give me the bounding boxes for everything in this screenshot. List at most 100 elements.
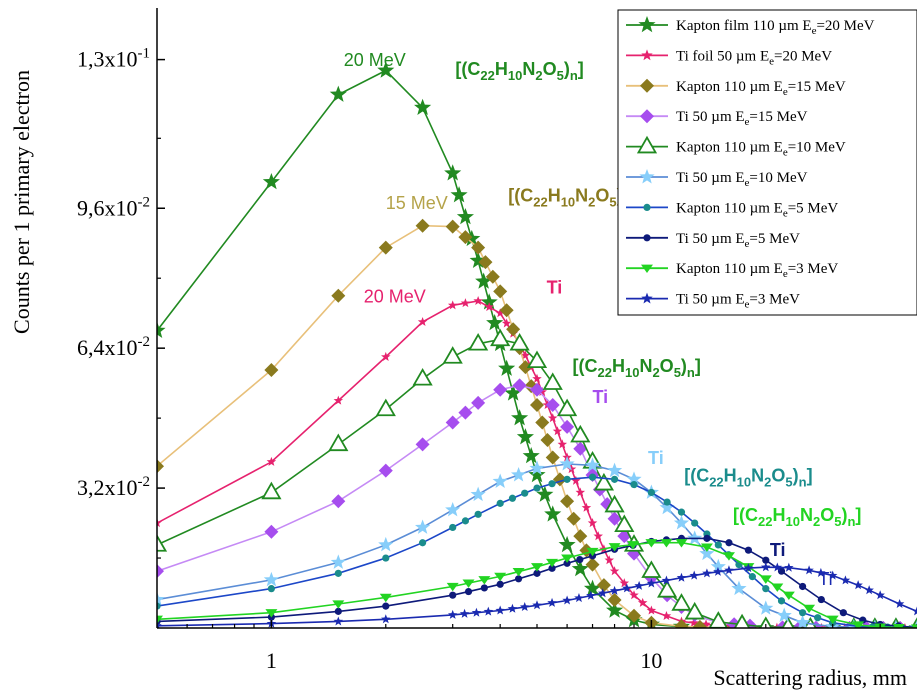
curve-label: Ti bbox=[818, 569, 832, 589]
data-point bbox=[777, 597, 786, 605]
data-point bbox=[645, 539, 658, 548]
data-point bbox=[646, 605, 657, 615]
data-point bbox=[799, 609, 807, 617]
legend-label: Ti 50 µm Ee=10 MeV bbox=[676, 170, 808, 189]
data-point bbox=[329, 85, 347, 102]
legend-entry: Ti foil 50 µm Ee=20 MeV bbox=[626, 48, 832, 67]
legend-swatch-marker bbox=[641, 264, 653, 273]
y-tick-label: 6,4x10-2 bbox=[77, 334, 150, 360]
data-point bbox=[512, 378, 527, 393]
data-point bbox=[533, 569, 541, 577]
legend-swatch-marker bbox=[639, 169, 655, 184]
data-point bbox=[782, 591, 795, 601]
data-point bbox=[544, 505, 562, 522]
series-7 bbox=[157, 473, 917, 628]
data-point bbox=[758, 600, 774, 615]
data-point bbox=[814, 614, 822, 622]
data-point bbox=[573, 441, 588, 456]
legend-entry: Ti 50 µm Ee=5 MeV bbox=[626, 231, 800, 250]
curve-label: 20 MeV bbox=[344, 50, 406, 70]
data-point bbox=[520, 350, 531, 360]
data-point bbox=[657, 580, 678, 598]
data-point bbox=[608, 543, 621, 552]
data-point bbox=[442, 346, 463, 364]
data-point bbox=[596, 578, 611, 593]
legend-label: Ti foil 50 µm Ee=20 MeV bbox=[676, 48, 832, 67]
data-point bbox=[415, 519, 431, 534]
data-point bbox=[267, 585, 275, 593]
data-point bbox=[157, 615, 163, 625]
data-point bbox=[626, 541, 639, 550]
data-point bbox=[377, 61, 395, 78]
data-point bbox=[699, 545, 715, 561]
data-point bbox=[378, 536, 394, 552]
data-point bbox=[461, 517, 470, 525]
axes: 3,2x10-2 6,4x10-2 9,6x10-2 1,3x10-1 1 10 bbox=[77, 8, 917, 673]
data-point bbox=[471, 607, 482, 617]
data-point bbox=[547, 413, 558, 423]
data-point bbox=[485, 269, 500, 284]
data-point bbox=[610, 475, 619, 483]
data-point bbox=[587, 518, 598, 528]
legend-entry: Kapton 110 µm Ee=15 MeV bbox=[626, 78, 846, 98]
data-point bbox=[604, 494, 625, 513]
data-point bbox=[157, 518, 162, 528]
data-point bbox=[490, 328, 511, 347]
data-point bbox=[548, 564, 556, 572]
data-point bbox=[414, 98, 432, 115]
data-point bbox=[647, 488, 655, 497]
data-point bbox=[511, 409, 529, 426]
data-point bbox=[378, 463, 393, 478]
curve-label: Ti bbox=[593, 387, 609, 407]
data-point bbox=[710, 558, 726, 574]
curve-label: Ti bbox=[648, 448, 664, 468]
data-point bbox=[817, 595, 825, 604]
data-point bbox=[501, 318, 512, 328]
series-6 bbox=[157, 456, 917, 628]
data-point bbox=[581, 502, 592, 512]
data-point bbox=[583, 579, 602, 596]
series-2 bbox=[157, 295, 917, 628]
y-tick-label: 9,6x10-2 bbox=[77, 194, 150, 220]
data-point bbox=[548, 480, 556, 488]
data-point bbox=[331, 494, 346, 509]
data-point bbox=[157, 564, 164, 579]
data-point bbox=[776, 607, 792, 623]
data-point bbox=[532, 600, 542, 610]
data-point bbox=[540, 432, 555, 447]
data-point bbox=[473, 295, 483, 305]
data-point bbox=[641, 560, 662, 578]
data-point bbox=[530, 382, 544, 397]
data-point bbox=[529, 460, 545, 475]
data-point bbox=[561, 554, 574, 563]
data-point bbox=[264, 363, 279, 378]
legend-label: Kapton 110 µm Ee=10 MeV bbox=[676, 140, 846, 159]
data-point bbox=[588, 473, 597, 481]
legend-label: Ti 50 µm Ee=3 MeV bbox=[676, 292, 800, 311]
data-point bbox=[531, 563, 543, 572]
data-point bbox=[533, 484, 541, 492]
data-point bbox=[894, 598, 905, 608]
data-point bbox=[744, 546, 752, 554]
data-point bbox=[545, 450, 560, 465]
data-point bbox=[545, 398, 560, 413]
data-point bbox=[586, 590, 596, 600]
data-point bbox=[535, 415, 550, 430]
data-point bbox=[799, 582, 807, 591]
data-point bbox=[911, 624, 917, 628]
data-point bbox=[606, 601, 624, 618]
data-point bbox=[559, 456, 575, 471]
data-point bbox=[417, 316, 428, 326]
data-point bbox=[646, 578, 657, 588]
y-axis-title: Counts per 1 primary electron bbox=[9, 70, 34, 334]
data-point bbox=[333, 395, 344, 405]
data-point bbox=[332, 600, 345, 609]
data-point bbox=[449, 591, 457, 599]
data-point bbox=[261, 481, 282, 500]
data-point bbox=[264, 524, 279, 539]
data-point bbox=[532, 373, 542, 383]
data-point bbox=[759, 575, 772, 584]
legend-entry: Ti 50 µm Ee=15 MeV bbox=[626, 109, 808, 128]
data-point bbox=[748, 573, 756, 581]
data-point bbox=[784, 562, 794, 572]
